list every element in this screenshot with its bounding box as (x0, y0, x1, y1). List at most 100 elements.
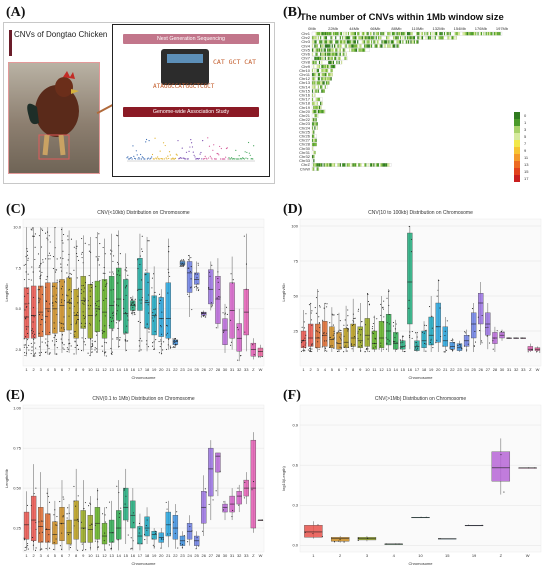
manhattan-point (150, 157, 152, 159)
data-point (75, 505, 77, 507)
heatmap-cell (332, 163, 335, 167)
data-point (148, 240, 150, 242)
manhattan-point (174, 158, 176, 160)
data-point (388, 340, 390, 342)
data-point (77, 302, 79, 304)
heatmap-cell (327, 60, 329, 65)
data-point (473, 345, 475, 347)
data-point (367, 338, 369, 340)
data-point (124, 287, 126, 289)
data-point (127, 319, 129, 321)
data-point (315, 330, 318, 332)
heatmap-cell (409, 40, 411, 44)
heatmap-cell (371, 36, 373, 40)
data-point (392, 322, 394, 324)
data-point (146, 323, 148, 325)
heatmap-cell (405, 40, 408, 44)
heatmap-cell (332, 56, 335, 60)
data-point (380, 342, 382, 344)
heatmap-cell (325, 60, 328, 65)
box (350, 323, 356, 347)
data-point (210, 302, 212, 304)
data-point (125, 331, 127, 333)
data-point (52, 256, 55, 258)
manhattan-point (175, 153, 177, 155)
heatmap-cell (375, 36, 377, 40)
data-point (60, 263, 62, 265)
heatmap-cell (442, 32, 445, 36)
data-point (161, 311, 163, 313)
data-point (55, 340, 57, 343)
data-point (59, 321, 61, 323)
heatmap-cell (368, 40, 371, 44)
data-point (158, 352, 160, 354)
heatmap-cell (434, 32, 436, 36)
data-point (302, 349, 304, 351)
heatmap-cell (354, 44, 357, 48)
heatmap-cell (398, 32, 401, 36)
heatmap-row-outline (311, 167, 319, 171)
heatmap-cell (323, 163, 325, 167)
heatmap-cell (395, 44, 397, 48)
data-point (34, 355, 36, 357)
heatmap-cell (322, 48, 324, 52)
data-point (46, 231, 49, 233)
data-point (34, 333, 36, 335)
manhattan-point (128, 158, 131, 160)
data-point (26, 306, 28, 308)
heatmap-cell (389, 36, 391, 40)
data-point (130, 537, 132, 539)
heatmap-cell (313, 122, 315, 126)
data-point (95, 237, 97, 239)
data-point (382, 306, 384, 308)
heatmap-cell (371, 32, 373, 36)
data-point (31, 537, 34, 539)
manhattan-point (129, 157, 131, 159)
data-point (167, 344, 169, 346)
data-point (343, 346, 345, 348)
heatmap-cell (368, 32, 371, 36)
data-point (39, 270, 41, 272)
heatmap-cell (315, 44, 317, 48)
data-point (183, 264, 185, 266)
manhattan-point (206, 158, 208, 160)
data-point (172, 346, 174, 348)
data-point (41, 314, 43, 316)
y-axis-label: log10(Length) (281, 465, 286, 490)
data-point (81, 237, 83, 240)
heatmap-cell (315, 36, 317, 40)
heatmap-cell (498, 32, 500, 36)
heatmap-cell (455, 36, 457, 40)
data-point (169, 345, 171, 347)
heatmap-cell (322, 40, 324, 44)
data-point (95, 313, 97, 315)
heatmap-cell (321, 32, 323, 36)
heatmap-cell (401, 40, 403, 44)
heatmap-cell (312, 118, 314, 122)
data-point (40, 274, 42, 276)
data-point (75, 314, 77, 316)
data-point (52, 285, 54, 287)
heatmap-cell (365, 48, 367, 52)
heatmap-cell (380, 32, 382, 36)
data-point (181, 544, 184, 546)
heatmap-cell (337, 48, 339, 52)
data-point (111, 317, 113, 319)
heatmap-row-label: ChrW (300, 166, 310, 171)
data-point (110, 320, 113, 322)
data-point (336, 332, 338, 334)
data-point (436, 326, 438, 328)
heatmap-cell (314, 167, 316, 171)
heatmap-cell (315, 40, 317, 44)
manhattan-point (155, 157, 157, 159)
heatmap-cell (324, 40, 327, 44)
heatmap-cell (371, 40, 373, 44)
data-point (317, 331, 319, 333)
data-point (77, 311, 79, 314)
heatmap-cell (322, 36, 324, 40)
heatmap-cell (365, 32, 367, 36)
heatmap-cell (335, 52, 337, 56)
data-point (27, 259, 29, 261)
heatmap-cell (322, 56, 324, 60)
manhattan-point (230, 158, 232, 160)
